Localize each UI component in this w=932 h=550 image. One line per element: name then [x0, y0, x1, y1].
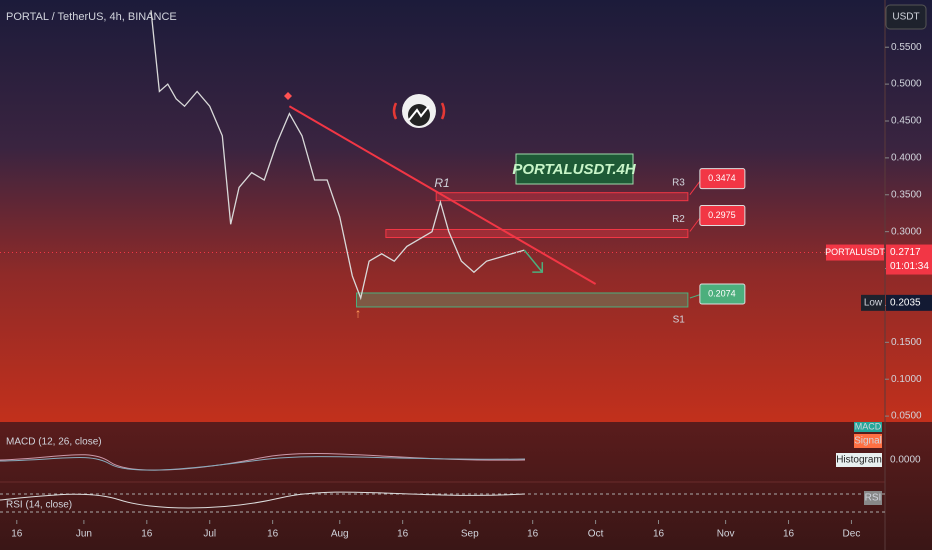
y-tick-label: 0.0500: [891, 411, 922, 422]
y-tick-label: 0.1000: [891, 374, 922, 385]
rsi-title: RSI (14, close): [6, 500, 72, 511]
annotation: PORTALUSDT.4H: [512, 161, 637, 178]
x-tick-label: 16: [141, 529, 153, 540]
zone: [385, 229, 689, 239]
signal-line: [0, 456, 526, 471]
trendline: [288, 105, 597, 285]
peak-label: R1: [434, 176, 449, 190]
callout-box: [699, 168, 746, 190]
signal-legend-bg: [854, 434, 882, 448]
peak-marker: [284, 92, 292, 100]
rsi-legend-bg: [864, 491, 882, 505]
x-tick-label: 16: [267, 529, 279, 540]
x-tick-label: 16: [397, 529, 409, 540]
last-price: 0.2717: [890, 247, 921, 258]
symbol-title: PORTAL / TetherUS, 4h, BINANCE: [6, 11, 177, 23]
signal-legend: Signal: [854, 436, 882, 447]
low-name-bg: [861, 294, 885, 311]
low-name: Low: [864, 297, 883, 308]
x-tick-label: Dec: [843, 529, 861, 540]
y-tick-label: 0.3000: [891, 226, 922, 237]
last-price-name-bg: [826, 244, 884, 261]
logo: [392, 94, 446, 128]
last-price-name: PORTALUSDT: [825, 247, 885, 257]
macd-legend: MACD: [855, 421, 882, 431]
low-value: 0.2035: [890, 297, 921, 308]
zone: [435, 192, 689, 202]
y-tick-label: 0.4500: [891, 116, 922, 127]
zone-name: R3: [672, 177, 685, 188]
callout-box: [699, 283, 746, 305]
zone: [356, 292, 689, 308]
rsi-legend: RSI: [865, 493, 882, 504]
y-tick-label: 0.1500: [891, 337, 922, 348]
price-line: [150, 10, 525, 301]
macd-legend-bg: [854, 422, 882, 432]
price-pane: [0, 0, 932, 422]
callout-value: 0.3474: [708, 173, 736, 183]
x-tick-label: Sep: [461, 529, 479, 540]
callout-value: 0.2074: [708, 288, 736, 298]
x-tick-label: 16: [653, 529, 665, 540]
last-price-bg: [886, 244, 932, 275]
callout-value: 0.2975: [708, 210, 736, 220]
currency: USDT: [892, 12, 919, 23]
macd-tick: 0.0000: [890, 455, 921, 466]
zone-name: S1: [673, 315, 686, 326]
arrow-marker: ↑: [355, 305, 362, 320]
projection-arrow: [523, 249, 544, 273]
countdown: 01:01:34: [890, 261, 929, 272]
histogram-legend-bg: [836, 453, 882, 467]
indicator-panes: [0, 422, 932, 550]
histogram-legend: Histogram: [836, 455, 882, 466]
x-tick-label: 16: [11, 529, 23, 540]
x-tick-label: Jun: [76, 529, 92, 540]
x-tick-label: Oct: [588, 529, 604, 540]
callout-box: [699, 205, 746, 227]
zone-name: R2: [672, 214, 685, 225]
x-tick-label: Nov: [717, 529, 735, 540]
rsi-line: [0, 491, 526, 509]
y-tick-label: 0.5500: [891, 42, 922, 53]
x-tick-label: 16: [527, 529, 539, 540]
x-tick-label: Aug: [331, 529, 349, 540]
macd-title: MACD (12, 26, close): [6, 437, 102, 448]
annotation-box: [515, 153, 634, 185]
y-tick-label: 0.3500: [891, 189, 922, 200]
y-tick-label: 0.5000: [891, 79, 922, 90]
y-tick-label: 0.4000: [891, 153, 922, 164]
low-bg: [886, 294, 932, 311]
x-tick-label: Jul: [203, 529, 216, 540]
x-tick-label: 16: [783, 529, 795, 540]
currency-button[interactable]: [885, 4, 927, 30]
